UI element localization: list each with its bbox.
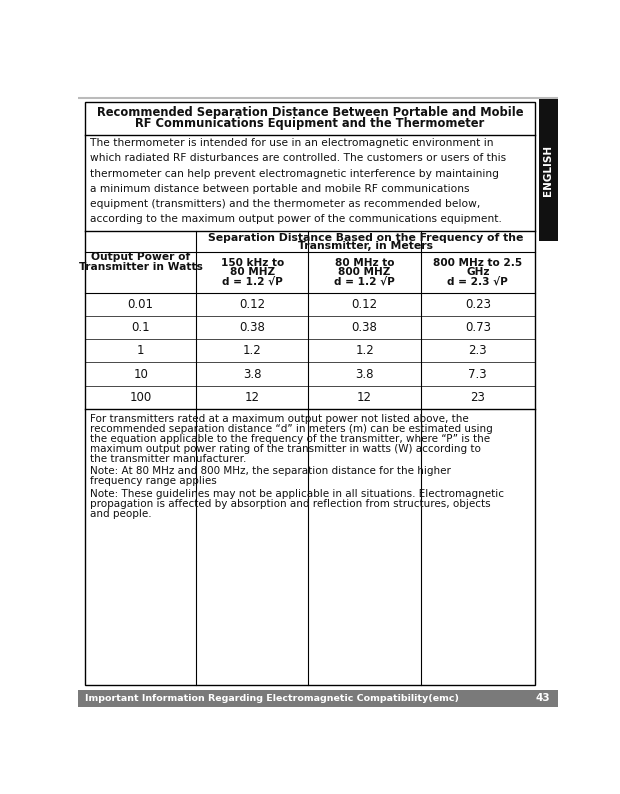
Text: Separation Distance Based on the Frequency of the: Separation Distance Based on the Frequen…	[208, 233, 523, 243]
Text: 800 MHZ: 800 MHZ	[339, 267, 391, 277]
Text: Note: At 80 MHz and 800 MHz, the separation distance for the higher: Note: At 80 MHz and 800 MHz, the separat…	[90, 466, 451, 476]
Text: RF Communications Equipment and the Thermometer: RF Communications Equipment and the Ther…	[135, 118, 485, 130]
Text: which radiated RF disturbances are controlled. The customers or users of this: which radiated RF disturbances are contr…	[90, 153, 506, 164]
Text: 0.12: 0.12	[352, 299, 378, 311]
Text: recommended separation distance “d” in meters (m) can be estimated using: recommended separation distance “d” in m…	[90, 424, 493, 434]
Text: according to the maximum output power of the communications equipment.: according to the maximum output power of…	[90, 214, 502, 225]
Text: 0.73: 0.73	[465, 322, 491, 334]
Text: 3.8: 3.8	[243, 368, 262, 380]
Text: the equation applicable to the frequency of the transmitter, where “P” is the: the equation applicable to the frequency…	[90, 434, 490, 444]
Text: Important Information Regarding Electromagnetic Compatibility(emc): Important Information Regarding Electrom…	[86, 694, 459, 703]
Text: 2.3: 2.3	[469, 345, 487, 357]
Text: 12: 12	[357, 391, 372, 403]
Text: Transmitter, in Meters: Transmitter, in Meters	[298, 241, 433, 251]
Text: The thermometer is intended for use in an electromagnetic environment in: The thermometer is intended for use in a…	[90, 138, 494, 148]
Text: For transmitters rated at a maximum output power not listed above, the: For transmitters rated at a maximum outp…	[90, 414, 469, 424]
Text: and people.: and people.	[90, 509, 151, 518]
Text: 0.38: 0.38	[352, 322, 378, 334]
Text: 0.1: 0.1	[131, 322, 150, 334]
Text: thermometer can help prevent electromagnetic interference by maintaining: thermometer can help prevent electromagn…	[90, 168, 499, 179]
Text: 80 MHZ: 80 MHZ	[229, 267, 275, 277]
Text: d = 1.2 √P: d = 1.2 √P	[334, 277, 395, 287]
Text: 80 MHz to: 80 MHz to	[335, 258, 394, 268]
Bar	[539, 99, 558, 241]
Bar	[78, 690, 558, 707]
Text: Transmitter in Watts: Transmitter in Watts	[79, 261, 203, 272]
Text: 7.3: 7.3	[469, 368, 487, 380]
Text: the transmitter manufacturer.: the transmitter manufacturer.	[90, 454, 246, 464]
Text: 43: 43	[536, 693, 551, 703]
Text: 0.01: 0.01	[128, 299, 154, 311]
Text: 10: 10	[133, 368, 148, 380]
Text: maximum output power rating of the transmitter in watts (W) according to: maximum output power rating of the trans…	[90, 444, 480, 454]
Text: propagation is affected by absorption and reflection from structures, objects: propagation is affected by absorption an…	[90, 499, 490, 509]
Text: 23: 23	[471, 391, 485, 403]
Text: a minimum distance between portable and mobile RF communications: a minimum distance between portable and …	[90, 183, 469, 194]
Text: 1.2: 1.2	[355, 345, 374, 357]
Text: Output Power of: Output Power of	[91, 252, 190, 262]
Text: Note: These guidelines may not be applicable in all situations. Electromagnetic: Note: These guidelines may not be applic…	[90, 489, 504, 499]
Text: 1.2: 1.2	[243, 345, 262, 357]
Text: d = 1.2 √P: d = 1.2 √P	[222, 277, 283, 287]
Text: 0.23: 0.23	[465, 299, 491, 311]
Text: GHz: GHz	[466, 267, 490, 277]
Text: 100: 100	[130, 391, 152, 403]
Text: Recommended Separation Distance Between Portable and Mobile: Recommended Separation Distance Between …	[97, 106, 523, 119]
Text: d = 2.3 √P: d = 2.3 √P	[448, 277, 508, 287]
Text: 800 MHz to 2.5: 800 MHz to 2.5	[433, 258, 522, 268]
Text: 1: 1	[137, 345, 144, 357]
Text: ENGLISH: ENGLISH	[543, 145, 553, 195]
Text: 0.12: 0.12	[239, 299, 265, 311]
Text: equipment (transmitters) and the thermometer as recommended below,: equipment (transmitters) and the thermom…	[90, 199, 480, 209]
Text: 12: 12	[245, 391, 260, 403]
Text: frequency range applies: frequency range applies	[90, 476, 216, 487]
Text: 0.38: 0.38	[239, 322, 265, 334]
Text: 150 kHz to: 150 kHz to	[221, 258, 284, 268]
Text: 3.8: 3.8	[355, 368, 374, 380]
